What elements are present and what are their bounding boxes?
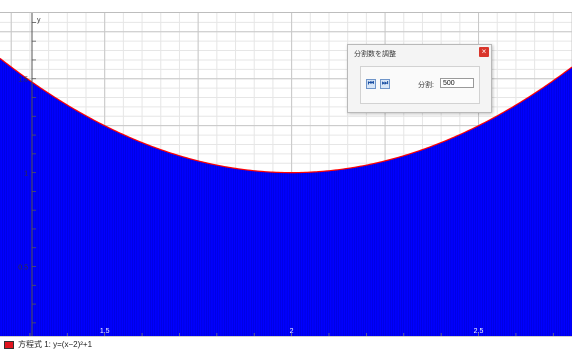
skip-last-icon: ⏭ — [381, 80, 389, 87]
top-border — [0, 12, 572, 13]
skip-first-icon: ⏮ — [367, 80, 375, 87]
riemann-strips — [0, 58, 572, 336]
riemann-area — [0, 58, 572, 336]
legend-bar: 方程式 1: y=(x−2)²+1 — [0, 336, 572, 354]
last-button[interactable]: ⏭ — [380, 79, 390, 89]
function-curve — [0, 57, 572, 174]
y-axis-label: y — [37, 17, 41, 24]
close-icon[interactable]: × — [479, 47, 489, 57]
subdivision-dialog: 分割数を調整 × ⏮ ⏭ 分割: 500 — [347, 44, 492, 113]
x-tick-label: 2.5 — [474, 328, 484, 335]
legend-equation-label: 方程式 1: y=(x−2)²+1 — [18, 340, 93, 349]
x-tick-label: 2 — [290, 328, 294, 335]
dialog-panel: ⏮ ⏭ 分割: 500 — [360, 66, 480, 104]
plot-area[interactable]: 0.5 1 1.5 1.5 2 2.5 y — [0, 13, 572, 336]
y-tick-label: 0.5 — [18, 265, 28, 272]
y-tick-label: 1 — [24, 171, 28, 178]
y-tick-label: 1.5 — [18, 77, 28, 84]
graph-canvas[interactable]: 0.5 1 1.5 1.5 2 2.5 y — [0, 13, 572, 336]
split-label: 分割: — [418, 82, 434, 89]
split-count-input[interactable]: 500 — [440, 78, 474, 88]
legend-color-swatch[interactable] — [4, 341, 14, 349]
first-button[interactable]: ⏮ — [366, 79, 376, 89]
x-tick-label: 1.5 — [100, 328, 110, 335]
dialog-title: 分割数を調整 — [354, 51, 396, 58]
